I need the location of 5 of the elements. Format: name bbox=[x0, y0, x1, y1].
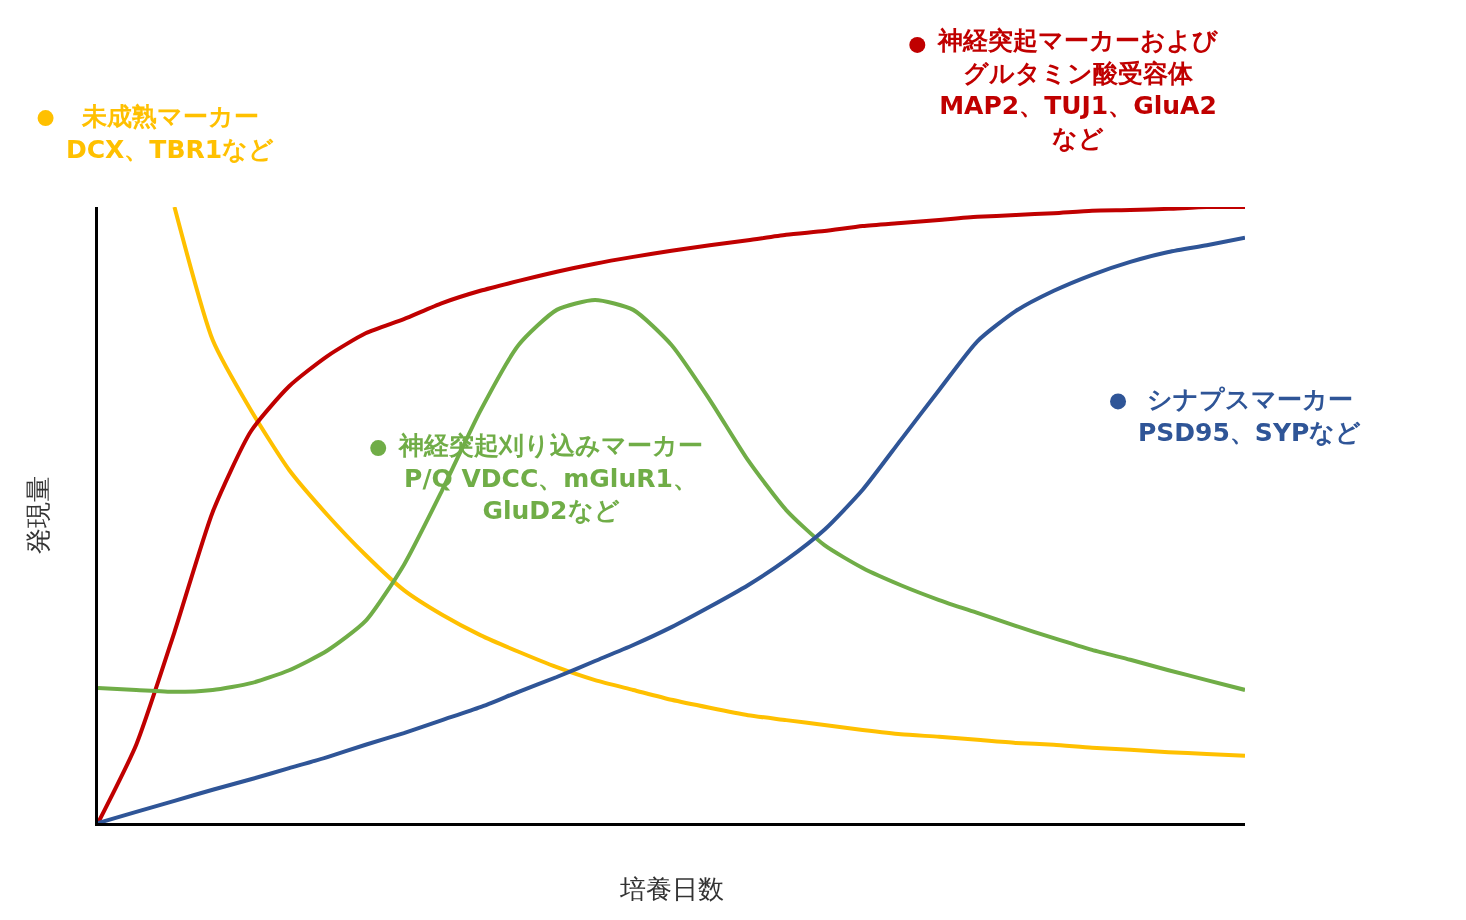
y-axis-title: 発現量 bbox=[23, 476, 54, 554]
legend-label: 未成熟マーカーDCX、TBR1など bbox=[66, 102, 275, 164]
legend-label: シナプスマーカーPSD95、SYPなど bbox=[1138, 385, 1362, 447]
x-axis-title: 培養日数 bbox=[618, 873, 724, 904]
legend-label: 神経突起マーカーおよびグルタミン酸受容体MAP2、TUJ1、GluA2など bbox=[937, 26, 1219, 153]
